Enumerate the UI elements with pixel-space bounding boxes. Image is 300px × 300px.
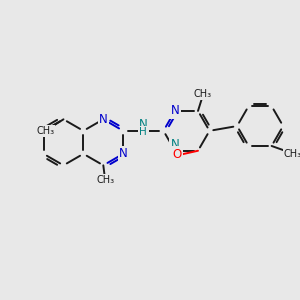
Text: N: N (119, 147, 128, 160)
Text: N: N (171, 137, 179, 151)
Text: H: H (171, 147, 179, 157)
Text: CH₃: CH₃ (36, 126, 54, 136)
Text: H: H (140, 127, 147, 137)
Text: N: N (139, 118, 148, 130)
Text: CH₃: CH₃ (96, 175, 114, 185)
Text: N: N (171, 104, 179, 117)
Text: O: O (172, 148, 182, 161)
Text: N: N (99, 113, 108, 126)
Text: CH₃: CH₃ (284, 148, 300, 159)
Text: CH₃: CH₃ (194, 89, 212, 99)
